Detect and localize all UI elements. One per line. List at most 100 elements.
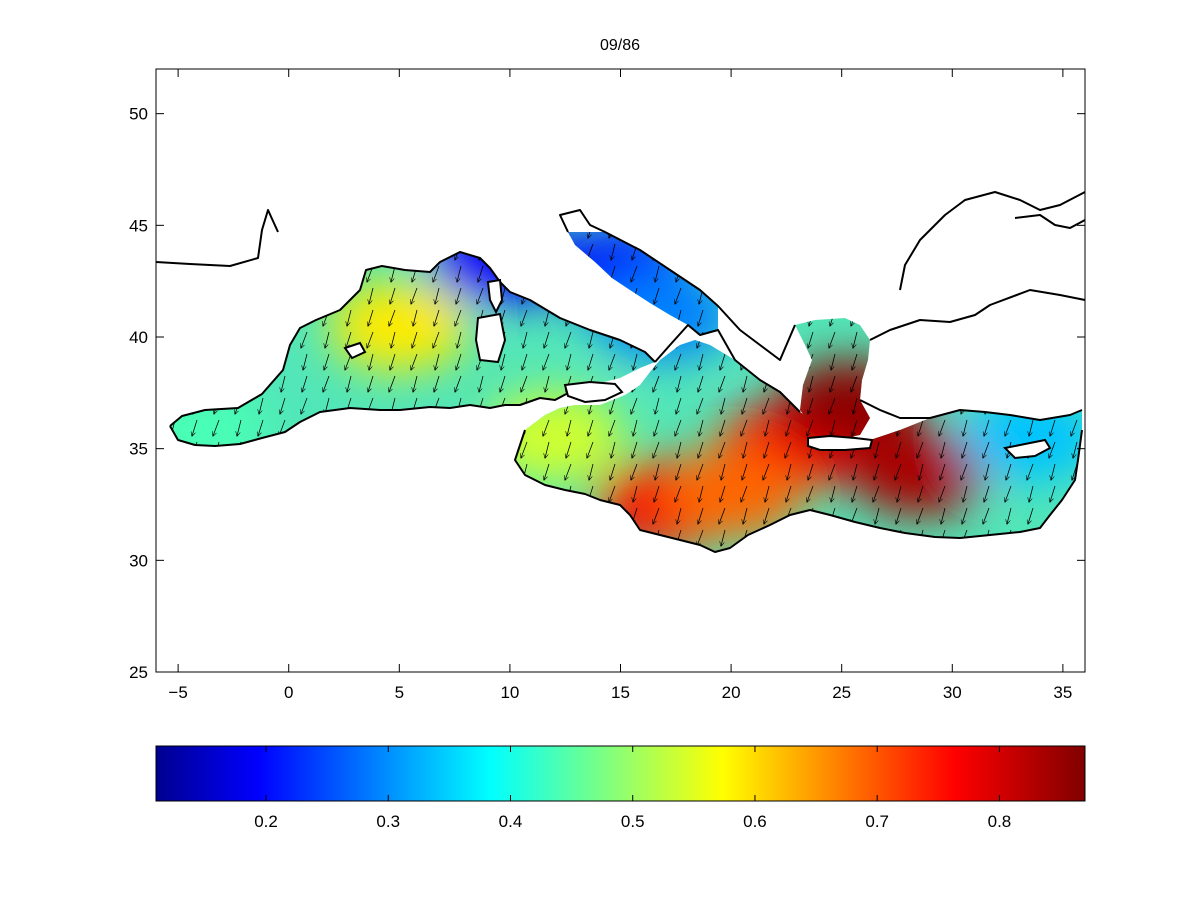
wind-arrow <box>698 375 704 392</box>
wind-arrow <box>962 441 968 458</box>
wind-arrow <box>918 485 924 502</box>
wind-arrow <box>918 419 924 436</box>
wind-arrow <box>699 485 704 502</box>
wind-arrow <box>786 419 792 436</box>
wind-arrow <box>653 441 660 458</box>
wind-arrow <box>940 463 946 480</box>
field-hotspot <box>849 426 990 516</box>
colorbar-tick-label: 0.6 <box>743 812 767 831</box>
wind-arrow <box>654 419 660 436</box>
wind-arrow <box>742 463 748 480</box>
wind-arrow <box>763 463 770 480</box>
wind-arrow <box>875 507 880 524</box>
wind-arrow <box>721 463 726 480</box>
wind-arrow <box>743 375 748 392</box>
wind-arrow <box>544 331 550 348</box>
wind-arrow <box>765 419 770 436</box>
wind-arrow <box>543 353 550 370</box>
wind-arrow <box>477 287 484 304</box>
wind-arrow <box>301 397 308 414</box>
wind-arrow <box>985 463 990 480</box>
wind-arrow <box>829 463 836 480</box>
wind-arrow <box>852 485 858 502</box>
wind-arrow <box>433 331 440 348</box>
wind-arrow <box>655 397 660 414</box>
wind-arrow <box>852 353 858 370</box>
wind-arrow <box>588 353 594 370</box>
wind-arrow <box>611 441 616 458</box>
wind-arrow <box>807 419 814 436</box>
wind-arrow <box>390 353 396 370</box>
y-tick-label: 30 <box>129 551 148 570</box>
wind-arrow <box>523 331 528 348</box>
wind-arrow <box>1050 419 1056 436</box>
wind-arrow <box>389 309 396 326</box>
wind-arrow <box>456 287 462 304</box>
wind-arrow <box>632 441 638 458</box>
x-tick-label: 15 <box>611 683 630 702</box>
wind-arrow <box>611 243 616 260</box>
x-tick-label: 25 <box>832 683 851 702</box>
wind-arrow <box>412 331 418 348</box>
wind-arrow <box>873 485 880 502</box>
colorbar <box>155 745 1086 802</box>
wind-arrow <box>587 441 594 458</box>
wind-arrow <box>589 331 594 348</box>
wind-arrow <box>808 331 814 348</box>
wind-arrow <box>1005 485 1012 502</box>
wind-arrow <box>941 507 946 524</box>
wind-arrow <box>281 375 286 392</box>
wind-arrow <box>346 331 352 348</box>
x-tick-label: 10 <box>500 683 519 702</box>
wind-arrow <box>787 463 792 480</box>
x-tick-label: −5 <box>168 683 187 702</box>
colorbar-tick-label: 0.5 <box>621 812 645 831</box>
wind-arrow <box>983 507 990 524</box>
wind-arrow <box>697 397 704 414</box>
wind-arrow <box>675 419 682 436</box>
wind-arrow <box>457 331 462 348</box>
wind-arrow <box>455 309 462 326</box>
wind-arrow <box>653 507 660 524</box>
wind-arrow <box>369 287 374 304</box>
wind-arrow <box>457 265 462 282</box>
y-tick-label: 45 <box>129 216 148 235</box>
wind-arrow <box>565 463 572 480</box>
wind-arrow <box>699 419 704 436</box>
wind-arrow <box>720 419 726 436</box>
wind-arrow <box>610 463 616 480</box>
coastlines <box>155 191 1086 553</box>
wind-arrow <box>676 463 682 480</box>
wind-arrow <box>721 397 726 414</box>
colorbar-axis: 0.2 0.3 0.4 0.5 0.6 0.7 0.8 <box>254 746 1011 831</box>
wind-arrow <box>654 287 660 304</box>
wind-arrow <box>544 463 550 480</box>
wind-arrow <box>633 353 638 370</box>
wind-arrow <box>1073 441 1078 458</box>
wind-arrow <box>785 441 792 458</box>
wind-arrow <box>720 485 726 502</box>
wind-arrow <box>545 441 550 458</box>
wind-arrow <box>1006 463 1012 480</box>
y-tick-label: 35 <box>129 440 148 459</box>
wind-arrow <box>302 375 308 392</box>
wind-arrow <box>677 507 682 524</box>
wind-arrow <box>917 441 924 458</box>
wind-arrow <box>411 287 418 304</box>
wind-arrow <box>435 353 440 370</box>
wind-arrow <box>917 507 924 524</box>
wind-arrow <box>434 375 440 392</box>
wind-arrow <box>655 463 660 480</box>
wind-arrow <box>455 375 462 392</box>
wind-arrow <box>919 463 924 480</box>
wind-arrow <box>808 397 814 414</box>
wind-arrow <box>831 485 836 502</box>
wind-arrow <box>764 441 770 458</box>
wind-arrow <box>697 529 704 546</box>
wind-arrow <box>808 463 814 480</box>
wind-arrow <box>1029 419 1034 436</box>
wind-arrow <box>390 287 396 304</box>
wind-arrow <box>786 485 792 502</box>
wind-arrow <box>589 463 594 480</box>
